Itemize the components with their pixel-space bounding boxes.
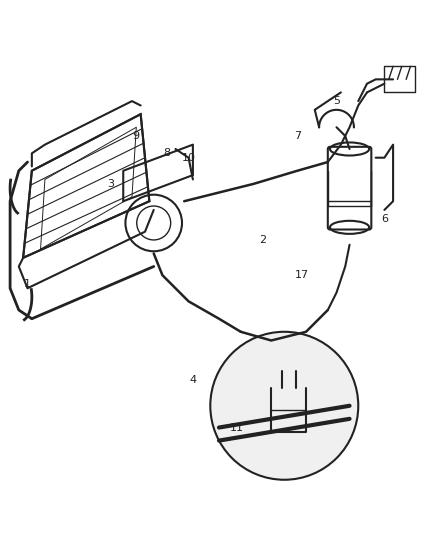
Text: 4: 4 bbox=[189, 375, 197, 385]
Text: 17: 17 bbox=[295, 270, 309, 280]
Text: 3: 3 bbox=[107, 179, 114, 189]
Text: 1: 1 bbox=[24, 279, 31, 289]
Text: 2: 2 bbox=[259, 236, 266, 245]
Text: 7: 7 bbox=[294, 131, 301, 141]
Text: 11: 11 bbox=[230, 423, 244, 433]
Circle shape bbox=[210, 332, 358, 480]
Text: 5: 5 bbox=[333, 96, 340, 106]
Text: 6: 6 bbox=[381, 214, 388, 224]
Text: 8: 8 bbox=[163, 148, 170, 158]
Text: 10: 10 bbox=[181, 152, 195, 163]
Text: 9: 9 bbox=[133, 131, 140, 141]
